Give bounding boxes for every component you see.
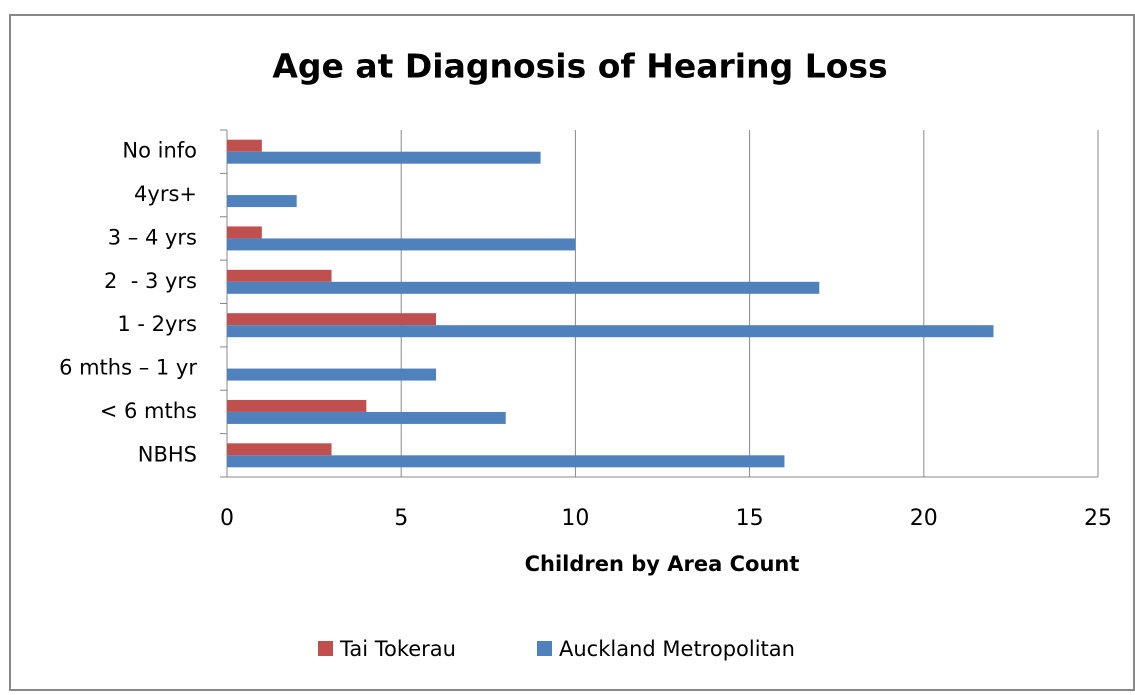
y-tick-label: 2 - 3 yrs xyxy=(104,269,197,293)
chart-title: Age at Diagnosis of Hearing Loss xyxy=(272,47,887,86)
legend-label: Auckland Metropolitan xyxy=(559,637,795,661)
y-tick-label: 3 – 4 yrs xyxy=(108,225,197,249)
x-axis-label: Children by Area Count xyxy=(525,552,800,576)
y-tick-label: NBHS xyxy=(138,442,197,466)
bar xyxy=(227,313,437,326)
chart-frame xyxy=(9,14,1135,691)
legend-swatch xyxy=(318,641,333,656)
bar xyxy=(227,269,332,282)
legend-label: Tai Tokerau xyxy=(339,637,456,661)
bar xyxy=(227,281,820,294)
y-tick-label: 6 mths – 1 yr xyxy=(59,356,197,380)
y-tick-label: 1 - 2yrs xyxy=(117,312,197,336)
x-tick-label: 5 xyxy=(394,506,408,531)
bar xyxy=(227,455,785,468)
bar xyxy=(227,226,262,239)
x-tick-label: 15 xyxy=(736,506,764,531)
y-tick-label: < 6 mths xyxy=(100,399,197,423)
y-tick-label: No info xyxy=(122,139,197,163)
x-tick-label: 25 xyxy=(1084,506,1112,531)
x-tick-label: 10 xyxy=(561,506,589,531)
bar xyxy=(227,368,437,381)
bar xyxy=(227,139,262,152)
x-tick-label: 0 xyxy=(220,506,234,531)
bar xyxy=(227,411,506,424)
y-tick-label: 4yrs+ xyxy=(134,182,197,206)
x-tick-label: 20 xyxy=(910,506,938,531)
bar xyxy=(227,443,332,456)
bar xyxy=(227,325,994,338)
bar xyxy=(227,238,576,251)
bar xyxy=(227,195,297,208)
bar xyxy=(227,151,541,164)
legend-swatch xyxy=(537,641,552,656)
bar xyxy=(227,399,367,412)
